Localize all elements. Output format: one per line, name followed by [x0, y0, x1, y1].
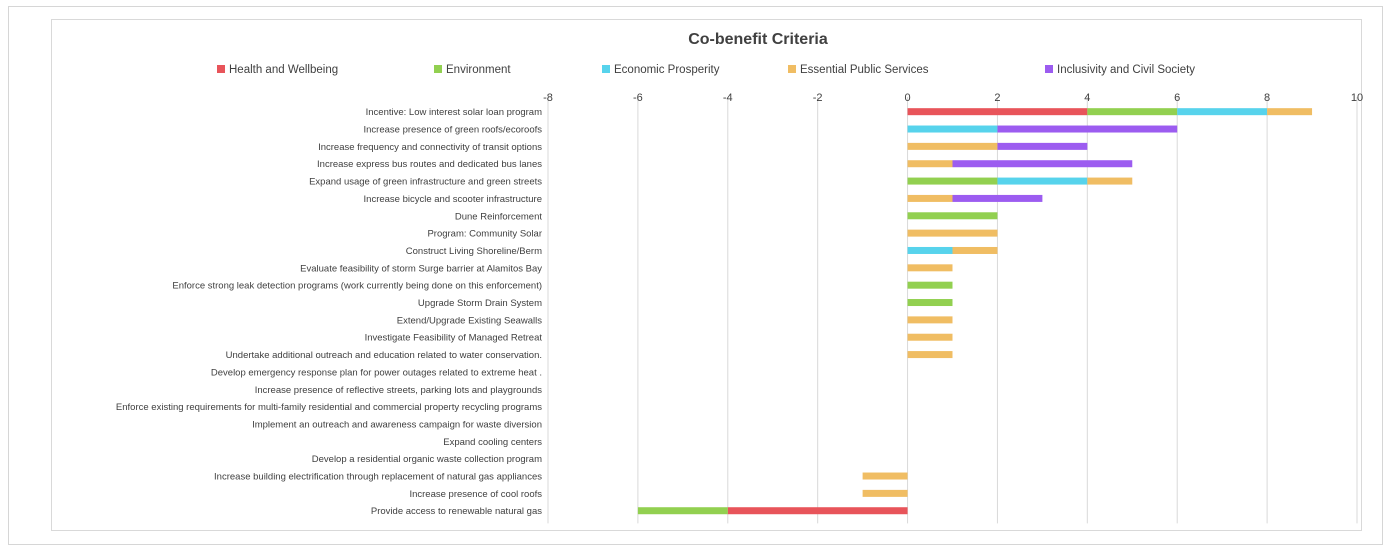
- bar-segment: [952, 160, 1133, 168]
- bar-segment: [997, 142, 1088, 150]
- bar-segment: [1087, 177, 1133, 185]
- bar-segment: [907, 246, 953, 254]
- category-label: Increase express bus routes and dedicate…: [317, 159, 542, 170]
- legend-label: Inclusivity and Civil Society: [1057, 64, 1195, 76]
- category-label: Develop a residential organic waste coll…: [312, 454, 542, 465]
- bar-segment: [862, 472, 908, 480]
- x-tick-label: 6: [1174, 92, 1180, 104]
- bar-segment: [907, 299, 953, 307]
- category-label: Expand cooling centers: [443, 437, 542, 448]
- category-label: Undertake additional outreach and educat…: [226, 350, 542, 361]
- bar-segment: [907, 281, 953, 289]
- bar-segment: [907, 316, 953, 324]
- bar-segment: [907, 142, 998, 150]
- bar-segment: [907, 108, 1088, 116]
- bar-segment: [997, 177, 1088, 185]
- category-label: Dune Reinforcement: [455, 211, 542, 222]
- legend: Health and Wellbeing Environment Economic …: [217, 64, 1195, 76]
- category-labels: Incentive: Low interest solar loan progr…: [116, 107, 542, 517]
- bar-segment: [637, 507, 728, 515]
- x-tick-label: -2: [813, 92, 823, 104]
- category-label: Enforce existing requirements for multi-…: [116, 402, 542, 413]
- bar-segment: [907, 212, 998, 220]
- bar-segment: [907, 351, 953, 359]
- bar-segment: [1087, 108, 1178, 116]
- category-label: Provide access to renewable natural gas: [371, 506, 542, 517]
- x-tick-label: 10: [1351, 92, 1363, 104]
- legend-label: Essential Public Services: [800, 64, 929, 76]
- bar-segment: [907, 194, 953, 202]
- x-tick-label: -8: [543, 92, 553, 104]
- bar-segment: [907, 125, 998, 133]
- category-label: Increase bicycle and scooter infrastruct…: [364, 194, 542, 205]
- category-label: Increase building electrification throug…: [214, 472, 542, 483]
- chart-area: Co-benefit Criteria Health and Wellbeing…: [51, 19, 1363, 531]
- legend-label: Health and Wellbeing: [229, 64, 338, 76]
- bar-segment: [907, 264, 953, 272]
- x-tick-label: 4: [1084, 92, 1090, 104]
- category-label: Evaluate feasibility of storm Surge barr…: [300, 263, 542, 274]
- bar-segment: [907, 177, 998, 185]
- bar-segment: [907, 160, 953, 168]
- bar-segment: [997, 125, 1178, 133]
- category-label: Increase presence of reflective streets,…: [255, 385, 543, 396]
- x-tick-label: 0: [904, 92, 910, 104]
- category-label: Incentive: Low interest solar loan progr…: [366, 107, 542, 118]
- category-label: Construct Living Shoreline/Berm: [406, 246, 542, 257]
- chart-title: Co-benefit Criteria: [688, 31, 828, 48]
- category-label: Investigate Feasibility of Managed Retre…: [365, 333, 543, 344]
- category-label: Program: Community Solar: [427, 229, 542, 240]
- legend-label: Environment: [446, 64, 511, 76]
- legend-swatch: [602, 65, 610, 73]
- bar-segment: [907, 229, 998, 237]
- bars: [637, 108, 1313, 515]
- bar-segment: [1267, 108, 1313, 116]
- x-tick-label: 8: [1264, 92, 1270, 104]
- bar-segment: [952, 194, 1043, 202]
- category-label: Enforce strong leak detection programs (…: [172, 281, 542, 292]
- legend-swatch: [788, 65, 796, 73]
- x-tick-label: -6: [633, 92, 643, 104]
- bar-segment: [1177, 108, 1268, 116]
- bar-segment: [862, 489, 908, 497]
- chart-frame: Co-benefit Criteria Health and Wellbeing…: [8, 6, 1383, 545]
- category-label: Increase presence of cool roofs: [409, 489, 542, 500]
- x-tick-label: -4: [723, 92, 733, 104]
- x-tick-label: 2: [994, 92, 1000, 104]
- bar-segment: [907, 333, 953, 341]
- category-label: Increase frequency and connectivity of t…: [318, 142, 542, 153]
- category-label: Upgrade Storm Drain System: [418, 298, 542, 309]
- bar-segment: [952, 246, 998, 254]
- legend-swatch: [434, 65, 442, 73]
- gridlines: [547, 97, 1358, 524]
- category-label: Increase presence of green roofs/ecoroof…: [364, 125, 543, 136]
- legend-label: Economic Prosperity: [614, 64, 720, 76]
- category-label: Extend/Upgrade Existing Seawalls: [397, 315, 542, 326]
- category-label: Expand usage of green infrastructure and…: [309, 177, 542, 188]
- co-benefit-chart: Co-benefit Criteria Health and Wellbeing…: [116, 31, 1363, 524]
- category-label: Implement an outreach and awareness camp…: [252, 419, 542, 430]
- legend-swatch: [217, 65, 225, 73]
- legend-swatch: [1045, 65, 1053, 73]
- category-label: Develop emergency response plan for powe…: [211, 367, 542, 378]
- bar-segment: [727, 507, 908, 515]
- x-axis-ticks: -8 -6 -4 -2 0 2 4 6 8 10: [543, 92, 1363, 104]
